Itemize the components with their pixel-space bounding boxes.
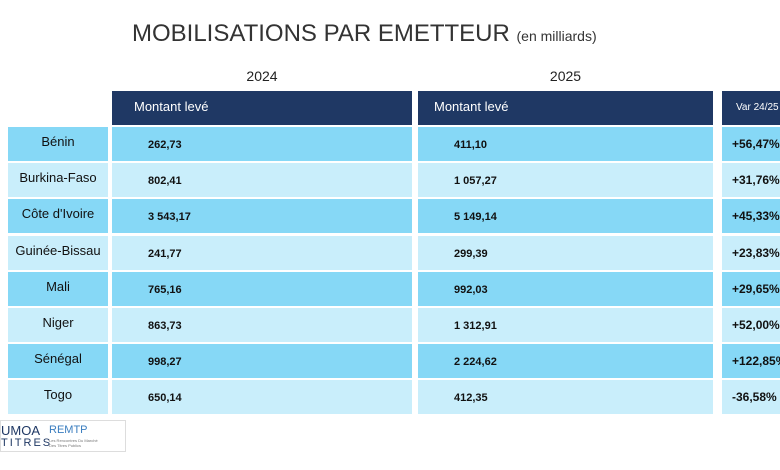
cell: 650,14 bbox=[112, 380, 412, 415]
row-label: Bénin bbox=[8, 127, 108, 161]
row-label: Guinée-Bissau bbox=[8, 235, 108, 270]
logo-text: Les Rencontres Du Marché Des Titres Publ… bbox=[49, 438, 98, 448]
cell: 998,27 bbox=[112, 344, 412, 379]
cell: +45,33% bbox=[722, 199, 780, 234]
cell: 765,16 bbox=[112, 271, 412, 306]
column-header: Montant levé bbox=[418, 91, 713, 125]
cell: 1 057,27 bbox=[418, 163, 713, 198]
cell: -36,58% bbox=[722, 380, 780, 415]
cell: 1 312,91 bbox=[418, 308, 713, 342]
cell: 2 224,62 bbox=[418, 344, 713, 379]
cell: +23,83% bbox=[722, 235, 780, 270]
logo-text: TITRES bbox=[1, 437, 53, 449]
logo-text: UMOA bbox=[1, 423, 40, 438]
cell: 411,10 bbox=[418, 127, 713, 161]
cell: +122,85% bbox=[722, 344, 780, 379]
cell: 262,73 bbox=[112, 127, 412, 161]
title-text: MOBILISATIONS PAR EMETTEUR bbox=[132, 20, 510, 47]
cell: +29,65% bbox=[722, 271, 780, 306]
cell: 412,35 bbox=[418, 380, 713, 415]
row-label: Mali bbox=[8, 271, 108, 306]
title: MOBILISATIONS PAR EMETTEUR (en milliards… bbox=[132, 20, 597, 48]
row-label: Burkina-Faso bbox=[8, 163, 108, 198]
logo: UMOA TITRES REMTP Les Rencontres Du Marc… bbox=[0, 420, 126, 452]
cell: 3 543,17 bbox=[112, 199, 412, 234]
cell: 863,73 bbox=[112, 308, 412, 342]
column-header: Montant levé bbox=[112, 91, 412, 125]
row-label: Sénégal bbox=[8, 344, 108, 379]
logo-text: REMTP bbox=[49, 424, 88, 436]
unit: (en milliards) bbox=[516, 28, 597, 44]
cell: 802,41 bbox=[112, 163, 412, 198]
cell: 992,03 bbox=[418, 271, 713, 306]
year: 2025 bbox=[549, 68, 582, 84]
row-label: Togo bbox=[8, 380, 108, 415]
year: 2024 bbox=[246, 68, 278, 84]
column-header: Var 24/25 bbox=[722, 91, 780, 125]
cell: +31,76% bbox=[722, 163, 780, 198]
cell: 241,77 bbox=[112, 235, 412, 270]
row-label: Niger bbox=[8, 308, 108, 342]
cell: 299,39 bbox=[418, 235, 713, 270]
cell: 5 149,14 bbox=[418, 199, 713, 234]
cell: +52,00% bbox=[722, 308, 780, 342]
row-label: Côte d'Ivoire bbox=[8, 199, 108, 234]
cell: +56,47% bbox=[722, 127, 780, 161]
